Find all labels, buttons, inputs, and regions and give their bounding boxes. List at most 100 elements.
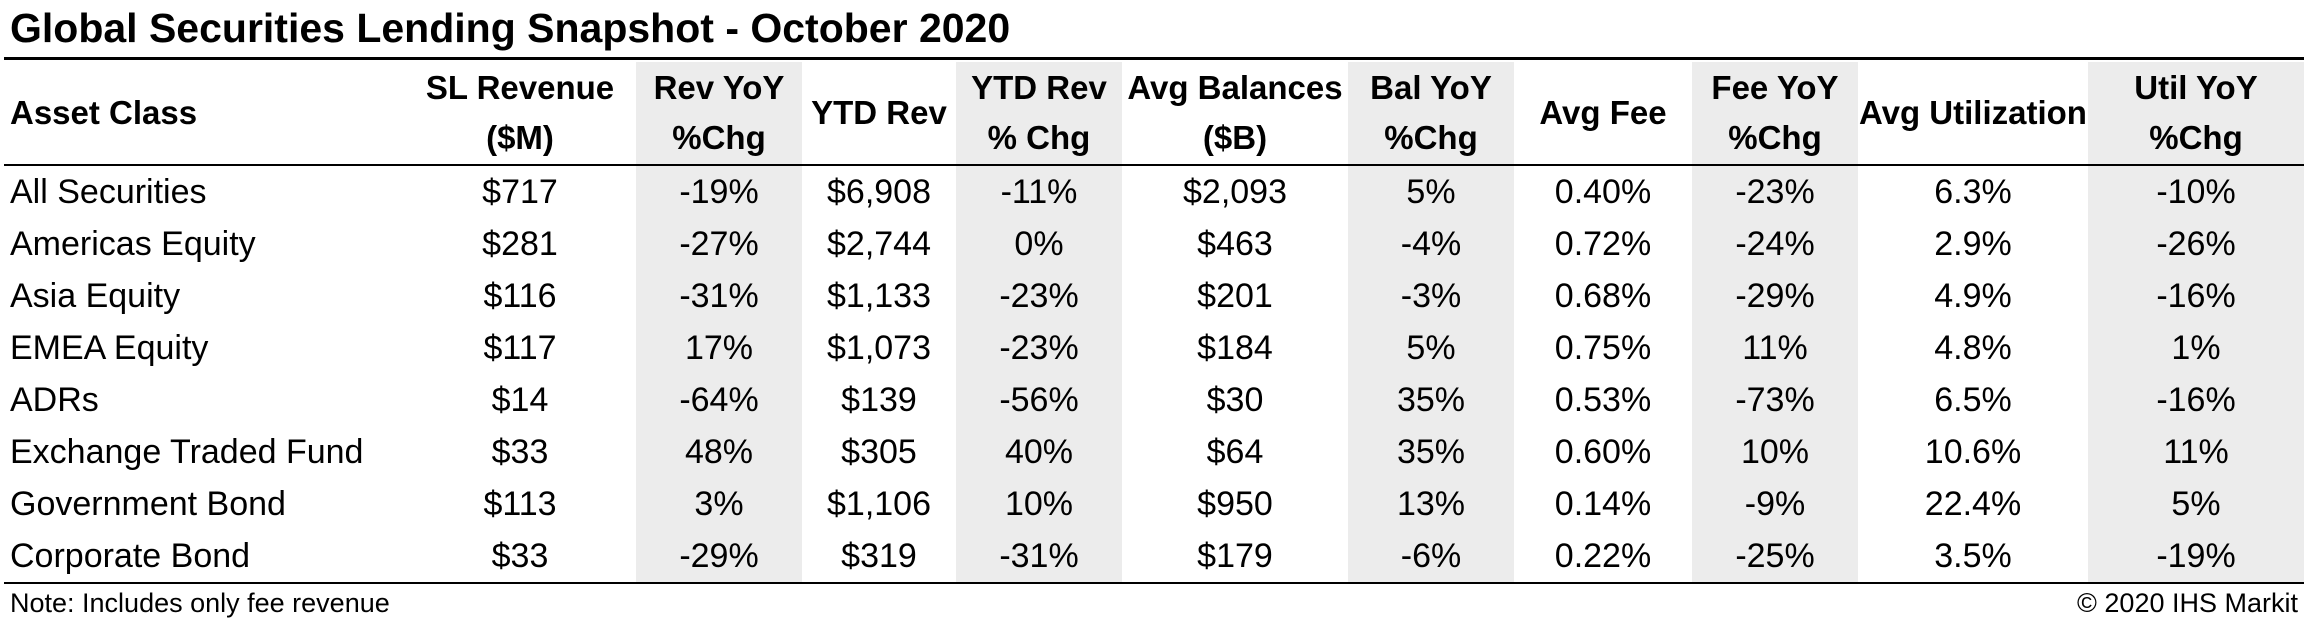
column-header: Fee YoY %Chg — [1692, 62, 1858, 165]
table-cell: -9% — [1692, 478, 1858, 530]
column-header: Bal YoY %Chg — [1348, 62, 1514, 165]
table-cell: 17% — [636, 322, 802, 374]
table-cell: 2.9% — [1934, 225, 2012, 263]
row-label: Corporate Bond — [10, 537, 251, 575]
table-cell: $179 — [1197, 537, 1273, 575]
table-row: Government Bond $113 3% $1,106 10% $950 13% 0.1… — [4, 478, 2304, 530]
table-cell: -11% — [956, 165, 1122, 218]
table-cell: 4.9% — [1934, 277, 2012, 315]
table-cell: -19% — [636, 165, 802, 218]
table-cell: -56% — [956, 374, 1122, 426]
table-cell: 0.60% — [1554, 433, 1652, 471]
table-cell: -27% — [636, 218, 802, 270]
table-cell: $117 — [483, 329, 557, 367]
table-cell: -31% — [956, 530, 1122, 583]
table-cell: 0.53% — [1554, 381, 1652, 419]
table-header: Asset Class SL Revenue ($M) Rev YoY %Chg YT… — [4, 62, 2304, 165]
table-cell: -10% — [2088, 165, 2304, 218]
table-cell: -16% — [2088, 270, 2304, 322]
table-cell: -16% — [2088, 374, 2304, 426]
table-cell: -3% — [1348, 270, 1514, 322]
title-rule — [4, 57, 2304, 60]
table-cell: $116 — [483, 277, 557, 315]
table-row: EMEA Equity $117 17% $1,073 -23% $184 5% 0.75% 1… — [4, 322, 2304, 374]
table-cell: 1% — [2088, 322, 2304, 374]
copyright-notice: © 2020 IHS Markit — [2077, 588, 2298, 618]
table-cell: 3% — [636, 478, 802, 530]
table-row: All Securities $717 -19% $6,908 -11% $2,093 5%… — [4, 165, 2304, 218]
table-cell: -73% — [1692, 374, 1858, 426]
row-label: All Securities — [10, 173, 207, 211]
table-cell: 0.75% — [1554, 329, 1652, 367]
table-row: Asia Equity $116 -31% $1,133 -23% $201 -3% 0.68… — [4, 270, 2304, 322]
table-cell: 10.6% — [1924, 433, 2022, 471]
securities-lending-table: Asset Class SL Revenue ($M) Rev YoY %Chg YT… — [4, 62, 2304, 584]
table-cell: -6% — [1348, 530, 1514, 583]
table-cell: $319 — [841, 537, 917, 575]
row-label: ADRs — [10, 381, 99, 419]
table-cell: 40% — [956, 426, 1122, 478]
table-row: Corporate Bond $33 -29% $319 -31% $179 -6% 0.22… — [4, 530, 2304, 583]
table-cell: 35% — [1348, 374, 1514, 426]
table-cell: 0.68% — [1554, 277, 1652, 315]
table-cell: 5% — [1348, 322, 1514, 374]
row-label: Exchange Traded Fund — [10, 433, 364, 471]
table-cell: 5% — [1348, 165, 1514, 218]
table-cell: 48% — [636, 426, 802, 478]
table-cell: -29% — [636, 530, 802, 583]
row-label: Americas Equity — [10, 225, 256, 263]
table-cell: 5% — [2088, 478, 2304, 530]
table-cell: 11% — [1692, 322, 1858, 374]
table-cell: $1,073 — [827, 329, 931, 367]
table-row: Exchange Traded Fund $33 48% $305 40% $64 35% 0… — [4, 426, 2304, 478]
table-cell: 0.40% — [1554, 173, 1652, 211]
table-row: ADRs $14 -64% $139 -56% $30 35% 0.53% -73% 6.5% -1… — [4, 374, 2304, 426]
table-cell: -19% — [2088, 530, 2304, 583]
table-cell: 11% — [2088, 426, 2304, 478]
table-cell: 10% — [956, 478, 1122, 530]
table-cell: $305 — [841, 433, 917, 471]
column-header: YTD Rev % Chg — [956, 62, 1122, 165]
table-cell: $33 — [491, 537, 549, 575]
table-cell: -31% — [636, 270, 802, 322]
table-cell: 0.72% — [1554, 225, 1652, 263]
table-cell: $2,744 — [827, 225, 931, 263]
table-cell: $1,106 — [827, 485, 931, 523]
row-label: Government Bond — [10, 485, 286, 523]
table-cell: -25% — [1692, 530, 1858, 583]
table-title: Global Securities Lending Snapshot - Oct… — [10, 5, 1011, 51]
table-cell: $113 — [483, 485, 557, 523]
table-cell: 0% — [956, 218, 1122, 270]
table-cell: -26% — [2088, 218, 2304, 270]
column-header: Asset Class — [10, 94, 198, 131]
table-cell: -23% — [956, 322, 1122, 374]
table-cell: 35% — [1348, 426, 1514, 478]
table-cell: 0.22% — [1554, 537, 1652, 575]
table-cell: $463 — [1197, 225, 1273, 263]
table-cell: -29% — [1692, 270, 1858, 322]
table-cell: $950 — [1197, 485, 1273, 523]
table-cell: -23% — [956, 270, 1122, 322]
table-cell: 10% — [1692, 426, 1858, 478]
row-label: EMEA Equity — [10, 329, 209, 367]
column-header: Avg Utilization — [1859, 94, 2087, 131]
table-cell: 3.5% — [1934, 537, 2012, 575]
column-header: SL Revenue ($M) — [425, 69, 615, 156]
header-row: Asset Class SL Revenue ($M) Rev YoY %Chg YT… — [4, 62, 2304, 165]
table-cell: -64% — [636, 374, 802, 426]
column-header: Util YoY %Chg — [2088, 62, 2304, 165]
table-cell: -23% — [1692, 165, 1858, 218]
table-cell: 6.5% — [1934, 381, 2012, 419]
table-cell: $1,133 — [827, 277, 931, 315]
table-cell: $139 — [841, 381, 917, 419]
table-cell: $281 — [482, 225, 558, 263]
column-header: YTD Rev — [811, 94, 947, 131]
table-row: Americas Equity $281 -27% $2,744 0% $463 -4% 0.… — [4, 218, 2304, 270]
table-cell: $717 — [482, 173, 558, 211]
table-cell: $6,908 — [827, 173, 931, 211]
table-cell: $184 — [1197, 329, 1273, 367]
table-cell: 13% — [1348, 478, 1514, 530]
table-cell: $64 — [1206, 433, 1264, 471]
row-label: Asia Equity — [10, 277, 181, 315]
